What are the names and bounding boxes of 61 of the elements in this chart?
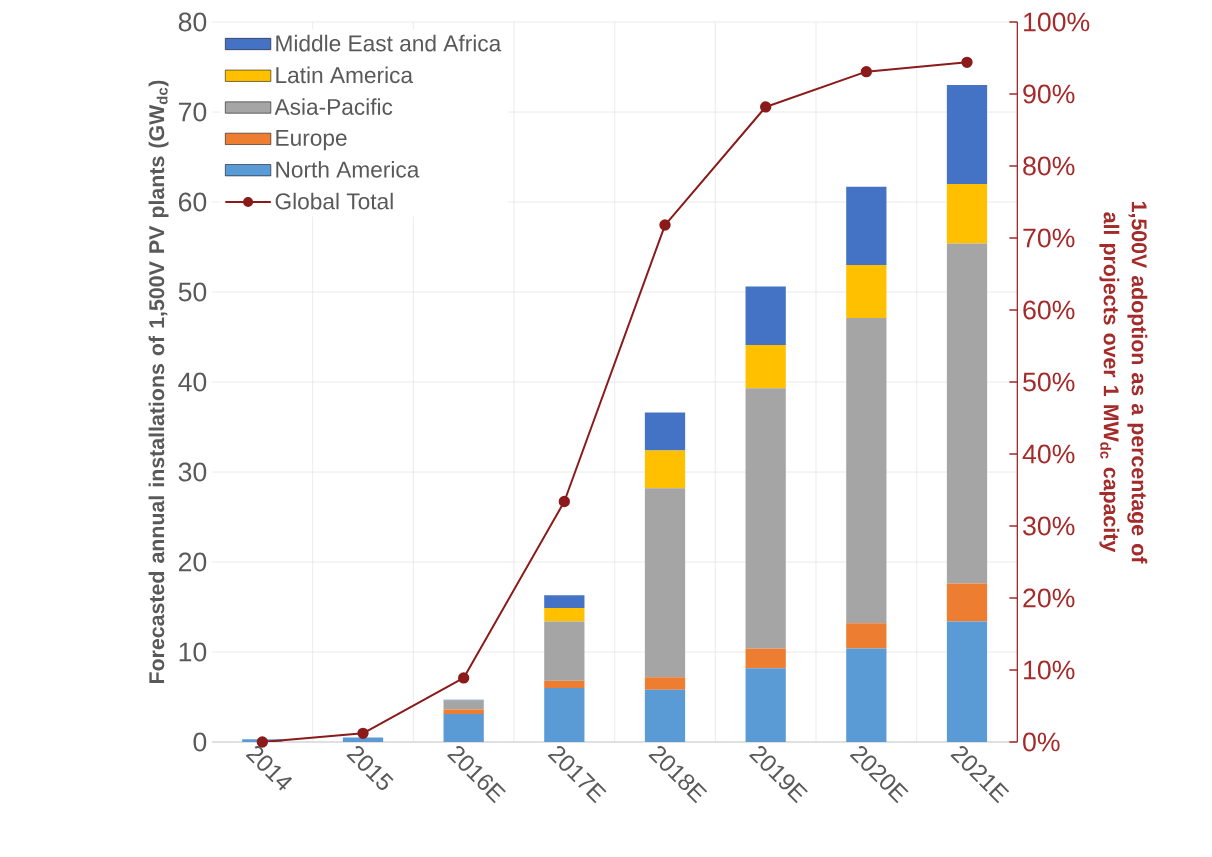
y-tick-label: 20 <box>178 552 207 572</box>
bar <box>846 648 887 742</box>
bar <box>846 623 887 649</box>
bar <box>745 668 786 742</box>
bar <box>644 677 686 690</box>
y2-tick-label: 60% <box>1023 300 1075 320</box>
bar <box>745 345 786 389</box>
y-tick-label: 60 <box>178 192 207 212</box>
bar <box>946 243 988 584</box>
y2-tick-label: 90% <box>1023 84 1075 104</box>
y2-tick-label: 40% <box>1022 444 1075 464</box>
bar <box>644 450 686 489</box>
bar <box>544 607 585 622</box>
bar <box>946 184 988 244</box>
y2-tick-label: 100% <box>1024 12 1090 32</box>
point <box>659 219 671 231</box>
y-tick-label: 70 <box>178 102 207 122</box>
point <box>961 56 973 68</box>
point <box>357 727 369 740</box>
bar <box>544 621 585 681</box>
point <box>860 66 872 78</box>
point <box>458 672 470 684</box>
y2-tick-label: 0% <box>1023 732 1060 752</box>
y-tick-label: 50 <box>178 282 207 302</box>
y-tick-label: 30 <box>178 462 207 482</box>
y2-tick-label: 80% <box>1023 156 1075 176</box>
legend-label: Asia-Pacific <box>274 98 393 115</box>
y2-tick-label: 30% <box>1023 516 1075 536</box>
legend-label: North America <box>276 161 420 178</box>
y-tick-label: 0 <box>193 732 207 752</box>
bar <box>946 583 988 622</box>
y-axis-title: Forecasted annual installations of 1,500V PV plants (GW$_{dc}$) <box>148 80 169 684</box>
y-tick-label: 10 <box>179 642 207 662</box>
bar <box>745 388 786 649</box>
bar <box>846 186 887 266</box>
bar <box>443 714 484 742</box>
y-tick-label: 80 <box>178 12 207 32</box>
bar <box>846 318 887 624</box>
bar <box>946 85 988 184</box>
bar <box>544 680 585 688</box>
legend-label: Middle East and Africa <box>276 34 502 52</box>
bar <box>946 621 988 742</box>
bar <box>443 700 484 710</box>
y2-tick-label: 20% <box>1023 588 1075 608</box>
point <box>760 101 772 113</box>
bar <box>544 595 585 608</box>
legend-label: Europe <box>276 130 347 151</box>
bar <box>644 689 686 742</box>
bar <box>745 648 786 669</box>
y-tick-label: 40 <box>178 372 207 392</box>
bar <box>544 688 585 742</box>
bar <box>745 286 786 346</box>
y2-tick-label: 10% <box>1024 660 1075 680</box>
y2-tick-label: 50% <box>1023 372 1075 392</box>
bar <box>644 412 686 451</box>
bar <box>846 265 887 319</box>
y2-tick-label: 70% <box>1023 228 1075 248</box>
point <box>558 495 570 508</box>
bar <box>644 488 686 678</box>
legend-label: Latin America <box>276 66 414 84</box>
legend-label: Global Total <box>275 192 393 210</box>
